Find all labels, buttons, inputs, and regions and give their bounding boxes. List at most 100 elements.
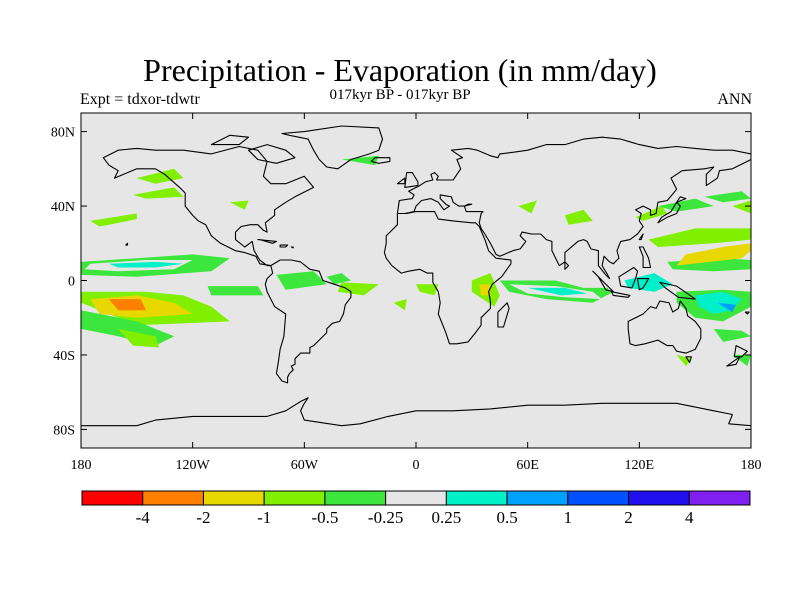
contour-region <box>133 187 184 199</box>
coastline <box>592 270 614 293</box>
contour-region <box>732 354 751 367</box>
lon-tick-label: 120W <box>176 458 211 473</box>
coastline <box>726 356 741 367</box>
map-axes: 80N 40N 0 40S 80S 180 120W 60W 0 60E 120E 180 <box>51 113 762 473</box>
coastline <box>290 246 294 249</box>
contour-region <box>207 286 264 296</box>
coastline <box>396 177 406 185</box>
colorbar-label: -4 <box>136 508 151 527</box>
coastline <box>685 356 692 363</box>
contour-fills <box>81 155 751 367</box>
experiment-label: Expt = tdxor-tdwtr <box>80 91 200 108</box>
colorbar-label: 1 <box>564 508 573 527</box>
colorbar-swatch <box>688 490 751 506</box>
coastline <box>396 136 751 280</box>
contour-region <box>676 354 692 367</box>
colorbar-swatch <box>263 490 326 506</box>
contour-region <box>717 302 737 313</box>
lon-tick-label: 0 <box>413 458 420 473</box>
contour-region <box>676 243 751 266</box>
contour-region <box>108 299 147 311</box>
contour-region <box>393 299 407 311</box>
coastline <box>125 242 129 246</box>
contour-region <box>118 328 160 348</box>
colorbar-label: -0.25 <box>368 508 403 527</box>
lat-tick-label: 40N <box>51 200 75 215</box>
contour-region <box>657 198 714 212</box>
lon-tick-label: 60W <box>291 458 319 473</box>
coastlines <box>81 125 751 448</box>
contour-region <box>713 328 751 342</box>
colorbar-swatch <box>628 490 690 506</box>
colorbar-swatch <box>567 490 630 506</box>
lon-tick-label: 120E <box>625 458 655 473</box>
coastline <box>657 201 681 224</box>
lat-tick-label: 80N <box>51 126 75 141</box>
contour-region <box>276 271 327 290</box>
colorbar-swatch <box>81 490 144 506</box>
contour-region <box>90 213 137 227</box>
lon-tick-label: 60E <box>516 458 539 473</box>
coastline <box>497 302 510 328</box>
coastline <box>404 172 419 188</box>
contour-region <box>624 273 673 292</box>
contour-region <box>229 200 249 210</box>
contour-region <box>479 284 491 296</box>
colorbar-swatch <box>506 490 569 506</box>
chart-subtitle: 017kyr BP - 017kyr BP <box>329 87 471 103</box>
coastline <box>638 246 652 269</box>
contour-region <box>108 261 184 268</box>
coastline <box>564 261 570 270</box>
contour-region <box>518 200 537 214</box>
contour-region <box>732 200 751 214</box>
colorbar-label: -1 <box>257 508 271 527</box>
colorbar-label: 0.5 <box>496 508 517 527</box>
coastline <box>370 157 391 164</box>
coastline <box>610 291 631 298</box>
coastline <box>638 233 644 241</box>
contour-region <box>635 206 668 221</box>
season-label: ANN <box>717 91 752 108</box>
lon-tick-label: 180 <box>741 458 762 473</box>
coastline <box>618 266 639 289</box>
contour-region <box>416 284 439 296</box>
lat-tick-label: 80S <box>53 423 75 438</box>
coastline <box>281 125 384 170</box>
colorbar-label: 2 <box>624 508 633 527</box>
colorbar: -4 -2 -1 -0.5 -0.25 0.25 0.5 1 2 4 <box>81 490 751 527</box>
coastline <box>257 239 277 244</box>
colorbar-label: 4 <box>685 508 694 527</box>
colorbar-swatch <box>202 490 265 506</box>
coastline <box>383 211 512 345</box>
contour-region <box>527 287 588 296</box>
coastline <box>627 300 702 354</box>
chart-title: Precipitation - Evaporation (in mm/day) <box>143 52 657 88</box>
coastline <box>279 244 289 248</box>
coastline <box>210 134 250 146</box>
coastline <box>247 144 296 164</box>
contour-region <box>337 282 379 296</box>
contour-region <box>648 228 751 247</box>
coastline <box>744 311 750 315</box>
colorbar-swatch <box>324 490 387 506</box>
contour-region <box>564 209 593 225</box>
lat-tick-label: 0 <box>68 275 75 290</box>
coastline <box>102 145 315 267</box>
colorbar-swatch <box>445 490 508 506</box>
coastline <box>636 278 650 291</box>
colorbar-swatch <box>142 490 204 506</box>
coastline <box>733 345 748 358</box>
colorbar-label: -2 <box>196 508 210 527</box>
contour-region <box>326 273 351 285</box>
coastline <box>81 397 751 448</box>
contour-region <box>704 191 751 203</box>
lon-tick-label: 180 <box>71 458 92 473</box>
colorbar-label: -0.5 <box>311 508 338 527</box>
lat-tick-label: 40S <box>53 349 75 364</box>
coastline <box>659 281 696 300</box>
colorbar-label: 0.25 <box>431 508 461 527</box>
colorbar-swatch <box>385 490 447 506</box>
coastline <box>676 196 687 203</box>
contour-region <box>341 155 379 166</box>
